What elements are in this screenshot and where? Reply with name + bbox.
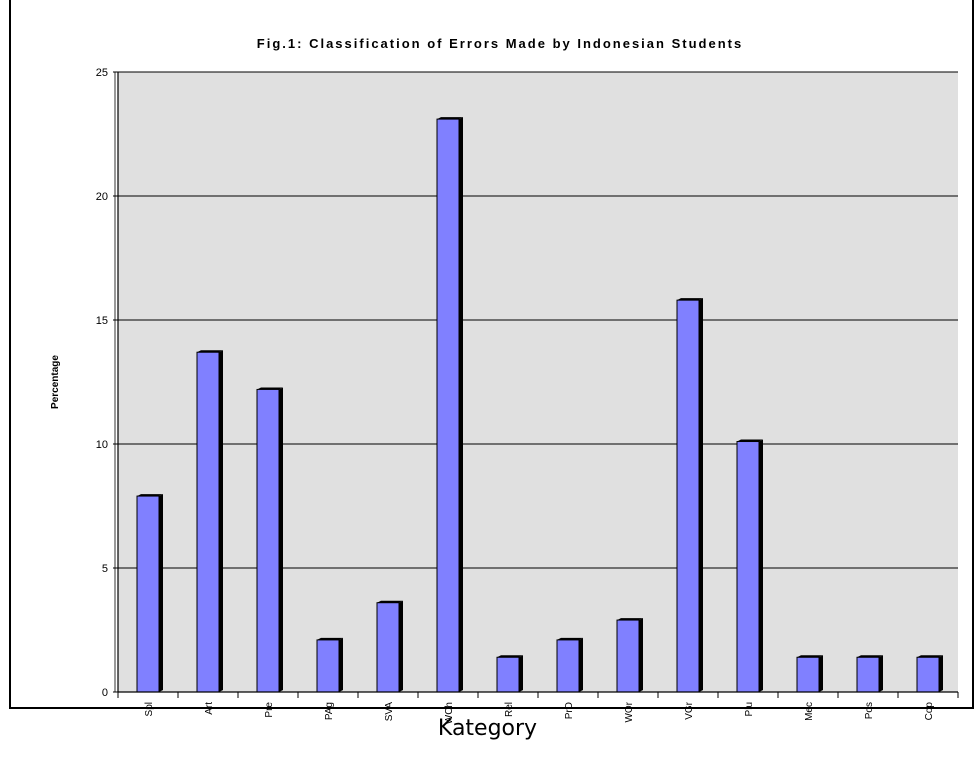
bar-prd — [556, 639, 580, 693]
chart-title: Fig.1: Classification of Errors Made by … — [257, 36, 743, 51]
bar-top — [377, 600, 403, 603]
x-tick-label: Spl — [144, 702, 155, 716]
bar-side — [819, 655, 823, 692]
x-tick-label: Art — [204, 702, 215, 715]
bar-side — [579, 637, 583, 692]
plot-area — [118, 72, 958, 692]
bar-plu — [736, 441, 760, 693]
y-tick-label: 10 — [96, 439, 108, 451]
x-tick-label: SVA — [384, 702, 395, 722]
bar-pre — [256, 388, 280, 693]
bar-cop — [916, 656, 940, 693]
x-tick-label: WCh — [444, 702, 455, 724]
x-tick-label: Plu — [744, 702, 755, 716]
bar-side — [339, 637, 343, 692]
x-tick-label: Pos — [864, 702, 875, 719]
x-tick-label: Cop — [924, 702, 935, 721]
x-tick-label: Pre — [264, 702, 275, 718]
y-tick-label: 20 — [96, 191, 108, 203]
bar-mec — [796, 656, 820, 693]
y-tick-label: 5 — [102, 563, 108, 575]
bar-wor — [616, 619, 640, 693]
y-tick-label: 25 — [96, 67, 108, 79]
bar-art — [196, 351, 220, 693]
x-axis-label: Kategory — [437, 716, 538, 741]
y-axis-label: Percentage — [50, 355, 61, 409]
bar-side — [639, 618, 643, 692]
y-tick-label: 0 — [102, 687, 108, 699]
x-tick-label: PAg — [324, 702, 335, 720]
bar-side — [459, 117, 463, 693]
bar-side — [279, 387, 283, 692]
bar-wch — [436, 118, 460, 693]
bar-vgr — [676, 299, 700, 693]
y-tick-label: 15 — [96, 315, 108, 327]
x-tick-labels: Spl Art Pre PAg SVA WCh Rel PrD WOr VGr Plu Mec Pos C… — [144, 701, 935, 724]
bar-side — [759, 439, 763, 692]
bar-top — [737, 439, 763, 442]
bar-top — [677, 298, 703, 301]
bar-rel — [496, 656, 520, 693]
x-tick-label: VGr — [684, 701, 695, 719]
bar-side — [699, 298, 703, 692]
x-tick-label: Mec — [804, 702, 815, 721]
bar-side — [399, 600, 403, 692]
bar-side — [219, 350, 223, 692]
bar-sva — [376, 602, 400, 693]
bar-side — [879, 655, 883, 692]
bar-pos — [856, 656, 880, 693]
axes — [113, 71, 959, 698]
bar-spl — [136, 495, 160, 693]
bar-side — [159, 494, 163, 692]
bar-side — [939, 655, 943, 692]
bars — [136, 117, 943, 693]
x-tick-label: PrD — [564, 702, 575, 719]
x-tick-label: WOr — [624, 701, 635, 722]
bar-side — [519, 655, 523, 692]
bar-pag — [316, 639, 340, 693]
x-tick-label: Rel — [504, 702, 515, 717]
bar-top — [617, 618, 643, 621]
y-tick-labels: 0 5 10 15 20 25 — [96, 67, 108, 699]
